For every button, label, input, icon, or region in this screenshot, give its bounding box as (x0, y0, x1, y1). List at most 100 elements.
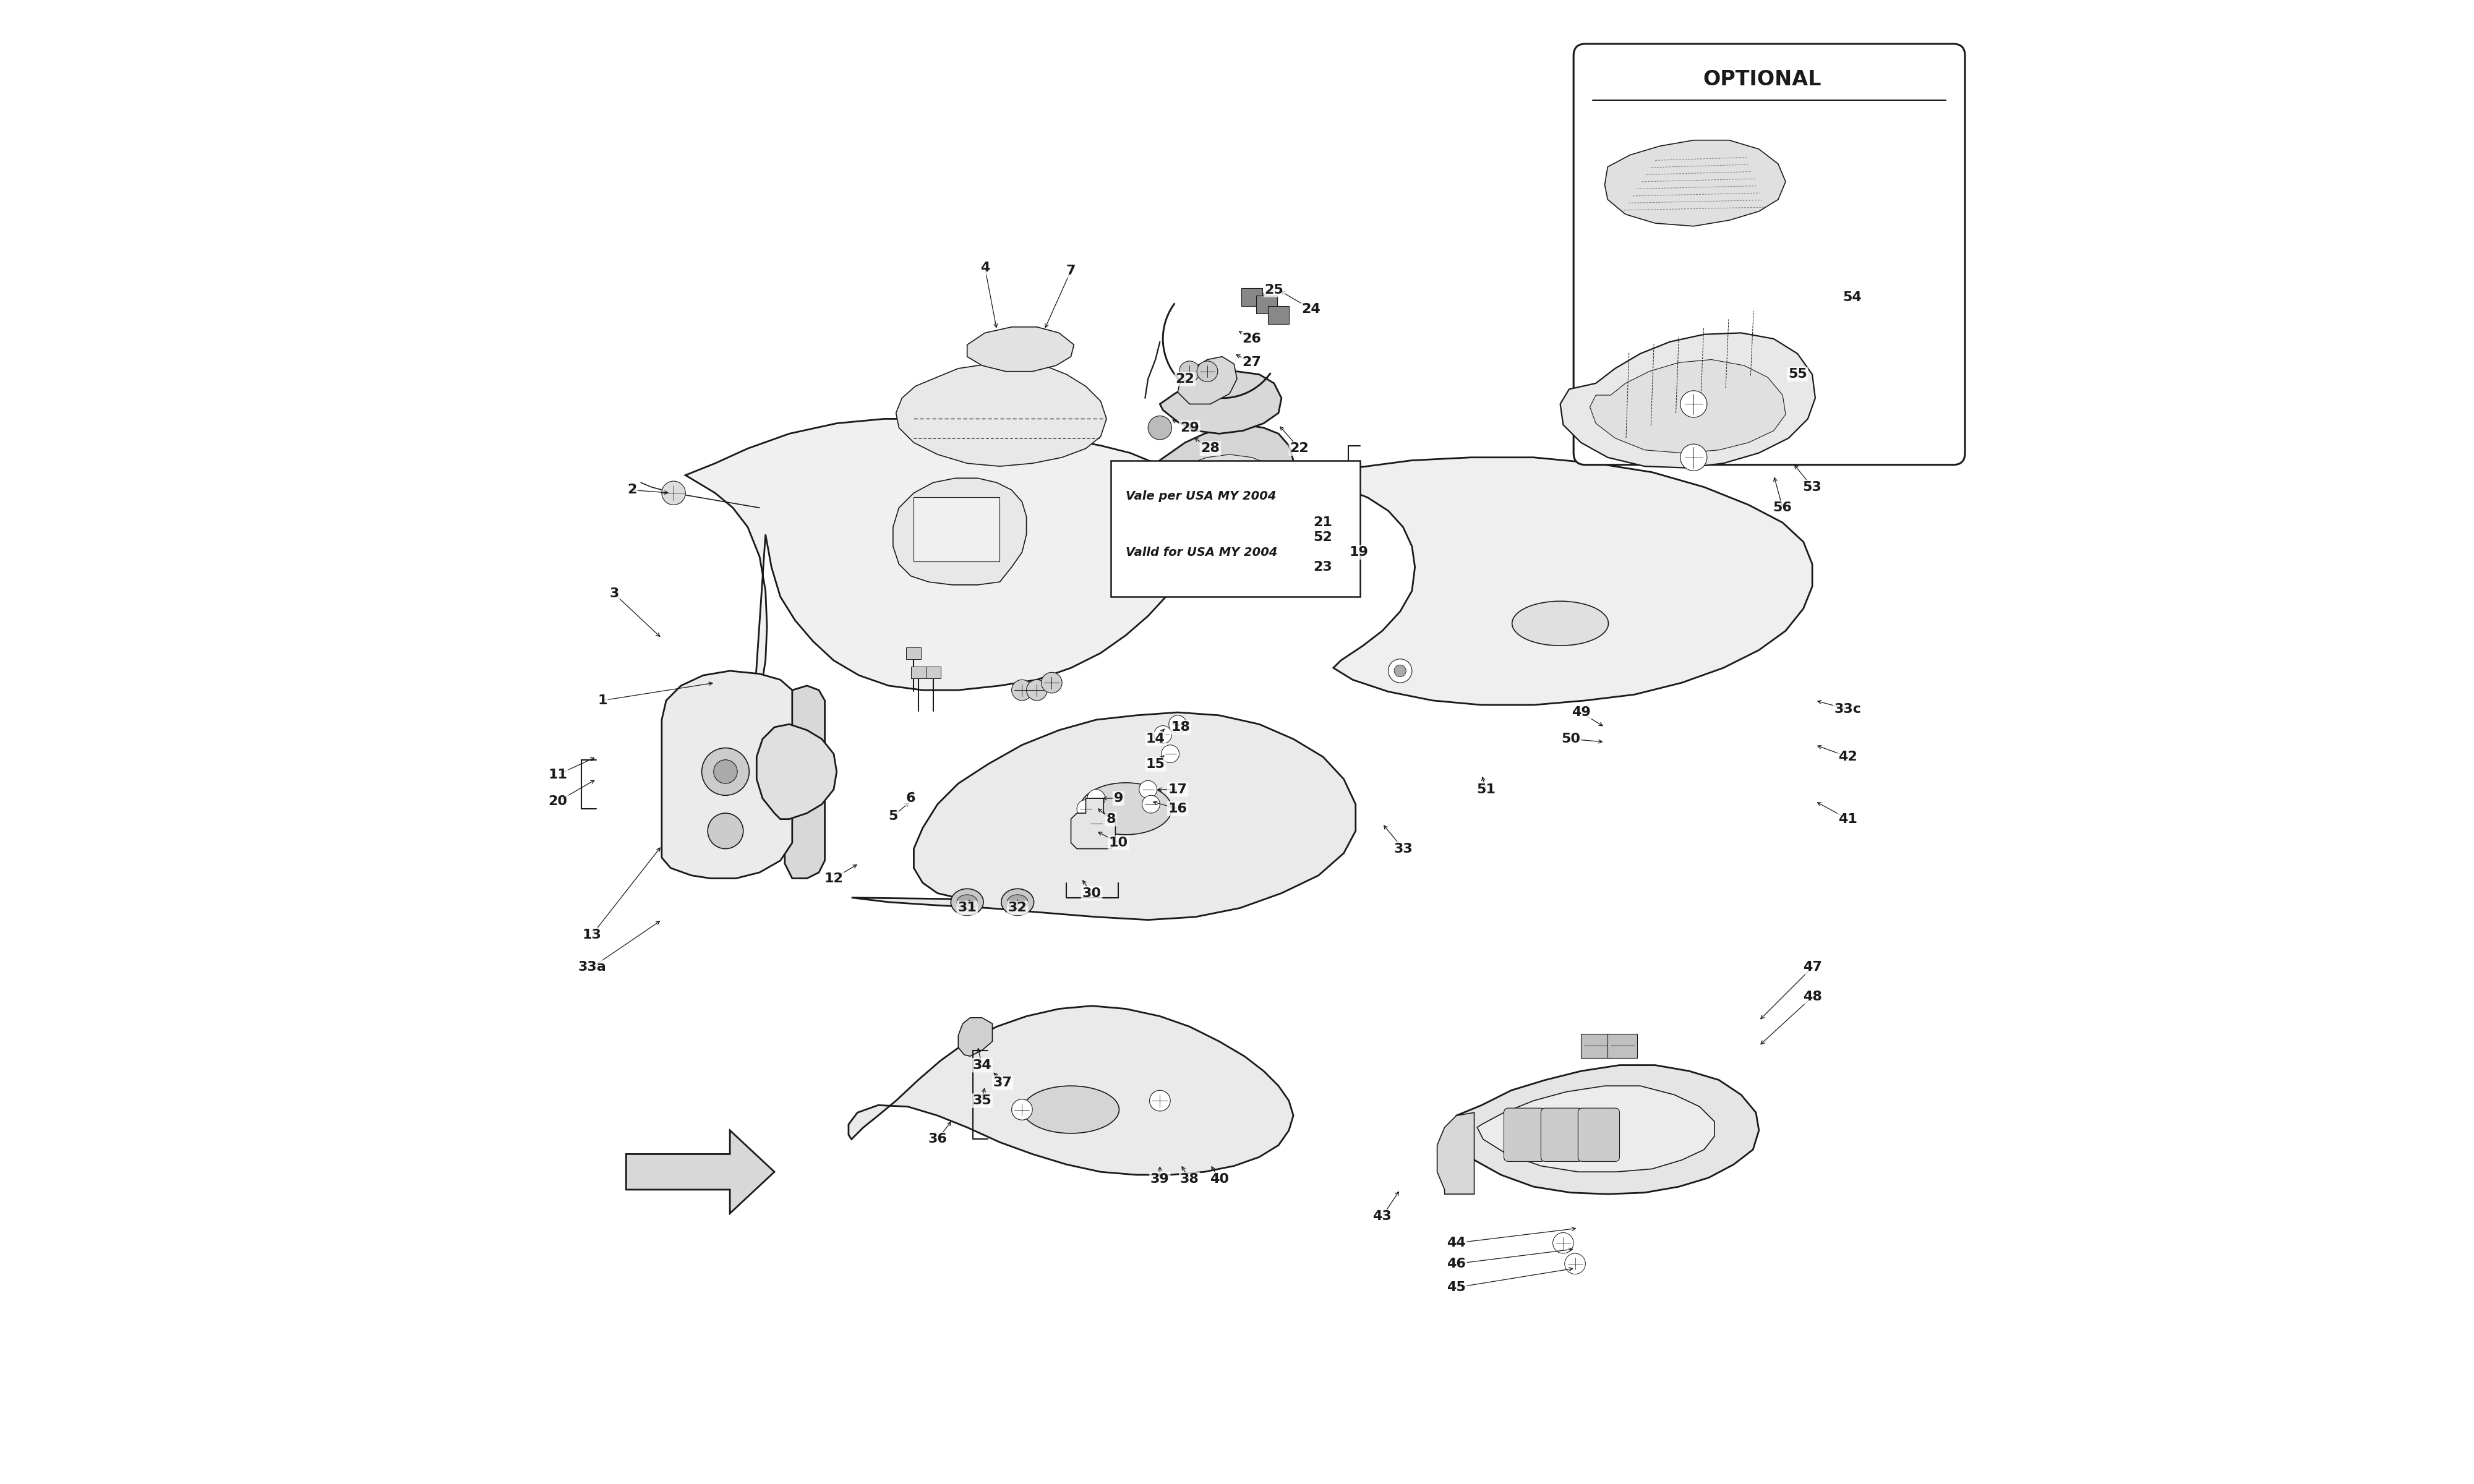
Circle shape (708, 813, 742, 849)
Text: 45: 45 (1447, 1281, 1467, 1294)
Text: 35: 35 (972, 1095, 992, 1107)
Text: 3: 3 (609, 588, 618, 600)
Polygon shape (1606, 139, 1786, 226)
Circle shape (1148, 416, 1173, 439)
Polygon shape (1071, 798, 1116, 849)
Ellipse shape (1002, 889, 1034, 916)
Circle shape (1680, 444, 1707, 470)
Text: 38: 38 (1180, 1172, 1200, 1186)
Circle shape (1076, 800, 1094, 818)
Circle shape (1143, 795, 1160, 813)
Circle shape (1564, 1254, 1586, 1275)
Circle shape (1086, 789, 1106, 807)
Text: 54: 54 (1843, 291, 1863, 304)
Text: 26: 26 (1242, 332, 1262, 344)
FancyBboxPatch shape (1504, 1109, 1546, 1162)
Text: 20: 20 (549, 795, 567, 807)
Text: 23: 23 (1314, 561, 1333, 573)
Text: 48: 48 (1804, 991, 1821, 1003)
Text: 22: 22 (1175, 372, 1195, 384)
Text: 40: 40 (1210, 1172, 1230, 1186)
Text: 4: 4 (980, 261, 990, 275)
Text: 47: 47 (1804, 962, 1821, 974)
Text: 36: 36 (928, 1134, 948, 1146)
Polygon shape (757, 724, 836, 819)
Text: 17: 17 (1168, 784, 1188, 795)
Text: 1: 1 (599, 695, 606, 706)
Polygon shape (1477, 1086, 1714, 1172)
Polygon shape (896, 362, 1106, 466)
Text: 18: 18 (1170, 721, 1190, 733)
Text: 43: 43 (1373, 1209, 1393, 1223)
Text: 33c: 33c (1833, 703, 1860, 715)
Polygon shape (1155, 424, 1294, 505)
Text: 27: 27 (1242, 356, 1262, 368)
Polygon shape (685, 418, 1192, 730)
Text: 55: 55 (1789, 368, 1806, 380)
Circle shape (1138, 781, 1158, 798)
Bar (1581, 1034, 1611, 1058)
Text: 6: 6 (905, 792, 915, 804)
Circle shape (1168, 715, 1188, 733)
Text: 41: 41 (1838, 813, 1858, 825)
Bar (1242, 288, 1262, 306)
Text: 30: 30 (1081, 887, 1101, 899)
Text: 21: 21 (1314, 516, 1333, 528)
Polygon shape (1561, 332, 1816, 467)
Text: 44: 44 (1447, 1236, 1467, 1250)
Circle shape (1012, 1100, 1032, 1120)
Polygon shape (1178, 356, 1237, 404)
Text: 29: 29 (1180, 421, 1200, 433)
Text: 10: 10 (1108, 837, 1128, 849)
Text: 37: 37 (992, 1077, 1012, 1089)
Polygon shape (1437, 1113, 1475, 1195)
Text: 56: 56 (1774, 502, 1791, 513)
Text: 14: 14 (1145, 733, 1165, 745)
Polygon shape (851, 712, 1356, 920)
Text: 19: 19 (1348, 546, 1368, 558)
Text: 24: 24 (1301, 303, 1321, 316)
Circle shape (1012, 680, 1032, 700)
Circle shape (1160, 745, 1180, 763)
Text: 46: 46 (1447, 1257, 1467, 1270)
Ellipse shape (957, 895, 977, 910)
Text: Vale per USA MY 2004: Vale per USA MY 2004 (1126, 490, 1277, 502)
Text: OPTIONAL: OPTIONAL (1702, 70, 1821, 89)
Bar (1257, 295, 1277, 313)
Polygon shape (957, 1018, 992, 1057)
Polygon shape (661, 671, 792, 879)
Text: 2: 2 (628, 484, 636, 496)
Circle shape (1197, 361, 1217, 381)
FancyBboxPatch shape (1541, 1109, 1583, 1162)
FancyBboxPatch shape (1578, 1109, 1620, 1162)
Ellipse shape (1512, 601, 1608, 646)
Circle shape (1150, 1091, 1170, 1112)
Polygon shape (1175, 454, 1274, 496)
Polygon shape (893, 478, 1027, 585)
Ellipse shape (1007, 895, 1027, 910)
Text: 16: 16 (1168, 803, 1188, 815)
Polygon shape (849, 1006, 1294, 1175)
Circle shape (1680, 390, 1707, 417)
Polygon shape (1591, 359, 1786, 453)
Bar (905, 647, 920, 659)
Text: 51: 51 (1477, 784, 1497, 795)
Circle shape (1180, 361, 1200, 381)
Text: 53: 53 (1804, 481, 1821, 493)
Text: 33: 33 (1393, 843, 1413, 855)
Text: 49: 49 (1571, 706, 1591, 718)
Text: 33a: 33a (579, 962, 606, 974)
Polygon shape (784, 686, 824, 879)
Circle shape (703, 748, 750, 795)
Ellipse shape (950, 889, 985, 916)
Bar (925, 666, 940, 678)
Text: 31: 31 (957, 902, 977, 914)
Circle shape (713, 760, 737, 784)
Text: 12: 12 (824, 873, 844, 884)
Text: 34: 34 (972, 1060, 992, 1071)
Circle shape (1153, 726, 1173, 743)
FancyBboxPatch shape (1573, 45, 1964, 464)
Text: 32: 32 (1007, 902, 1027, 914)
Bar (1269, 306, 1289, 324)
Polygon shape (1452, 1066, 1759, 1195)
